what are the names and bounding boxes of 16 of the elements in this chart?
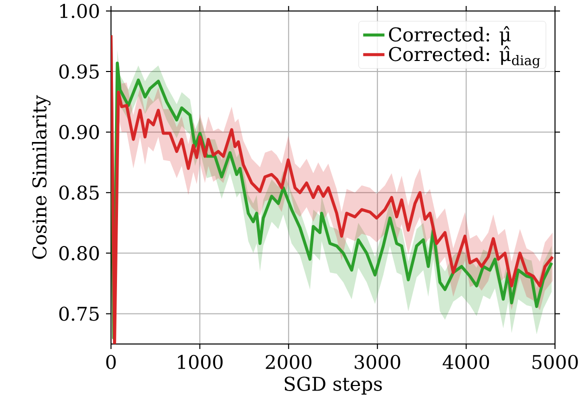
y-tick-label: 1.00 [60, 4, 99, 18]
y-axis-title: Cosine Similarity [32, 95, 51, 259]
x-tick-label: 4000 [442, 354, 490, 370]
x-tick-label: 5000 [532, 354, 578, 370]
y-tick-label: 0.75 [59, 306, 99, 321]
x-tick-label: 3000 [354, 354, 400, 370]
x-tick-label: 1000 [178, 354, 223, 370]
x-tick-label: 0 [106, 354, 116, 370]
y-tick-label: 0.80 [59, 246, 99, 260]
x-tick-label: 2000 [266, 354, 312, 370]
legend-label: Corrected: μ̂$_{diag}$ [389, 46, 540, 68]
x-axis-title: SGD steps [284, 376, 382, 395]
y-tick-label: 0.85 [59, 185, 99, 200]
legend-label: Corrected: μ̂ [389, 26, 511, 46]
y-tick-label: 0.95 [59, 64, 99, 79]
y-tick-label: 0.90 [59, 124, 99, 140]
